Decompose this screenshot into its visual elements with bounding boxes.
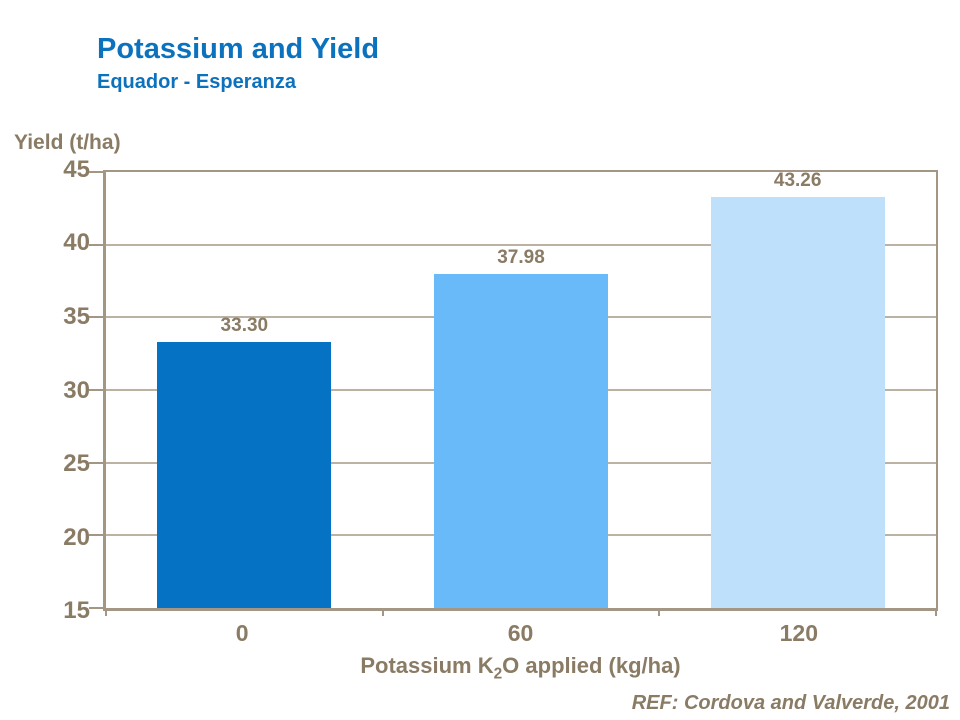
y-axis-tick-labels: 15 20 25 30 35 40 45 <box>8 158 90 623</box>
y-tick-label-35: 35 <box>63 302 90 330</box>
y-tick-label-40: 40 <box>63 229 90 257</box>
x-tick-label-120: 120 <box>779 620 819 646</box>
plot-area: 33.30 37.98 43.26 <box>89 170 938 616</box>
y-tick-mark-15 <box>89 607 104 609</box>
y-tick-mark-30 <box>89 389 104 391</box>
chart-title: Potassium and Yield <box>97 33 380 65</box>
x-tick-mark-0 <box>105 608 107 616</box>
y-tick-label-30: 30 <box>63 376 90 404</box>
y-tick-mark-20 <box>89 534 104 537</box>
chart-subtitle: Equador - Esperanza <box>97 71 296 93</box>
bar-120 <box>710 197 885 608</box>
y-tick-mark-25 <box>89 461 104 464</box>
y-tick-label-20: 20 <box>63 523 90 551</box>
gridline-y-40 <box>106 243 936 246</box>
y-tick-label-45: 45 <box>63 156 90 183</box>
bar-0 <box>157 342 332 608</box>
x-axis-title-subscript: 2 <box>493 665 503 683</box>
x-axis-title-post: O applied (kg/ha) <box>502 653 681 678</box>
bar-60 <box>433 274 609 608</box>
x-tick-mark-1 <box>381 608 384 616</box>
bar-value-label-120: 43.26 <box>773 170 822 192</box>
x-axis-tick-labels: 0 60 120 <box>103 620 938 648</box>
x-tick-label-0: 0 <box>235 620 249 646</box>
x-tick-mark-2 <box>658 608 661 616</box>
y-tick-mark-40 <box>89 243 104 246</box>
reference-credit: REF: Cordova and Valverde, 2001 <box>631 692 950 714</box>
x-axis-title-pre: Potassium K <box>360 653 494 678</box>
y-tick-label-25: 25 <box>63 449 90 477</box>
y-tick-label-15: 15 <box>63 597 90 624</box>
bar-value-label-60: 37.98 <box>497 247 545 269</box>
y-tick-mark-35 <box>89 316 104 319</box>
y-axis-title: Yield (t/ha) <box>14 131 121 154</box>
x-tick-label-60: 60 <box>507 620 534 646</box>
x-tick-mark-3 <box>935 608 937 616</box>
x-axis-title: Potassium K2O applied (kg/ha) <box>103 653 938 683</box>
y-tick-mark-45 <box>89 171 104 173</box>
bar-value-label-0: 33.30 <box>220 315 269 337</box>
